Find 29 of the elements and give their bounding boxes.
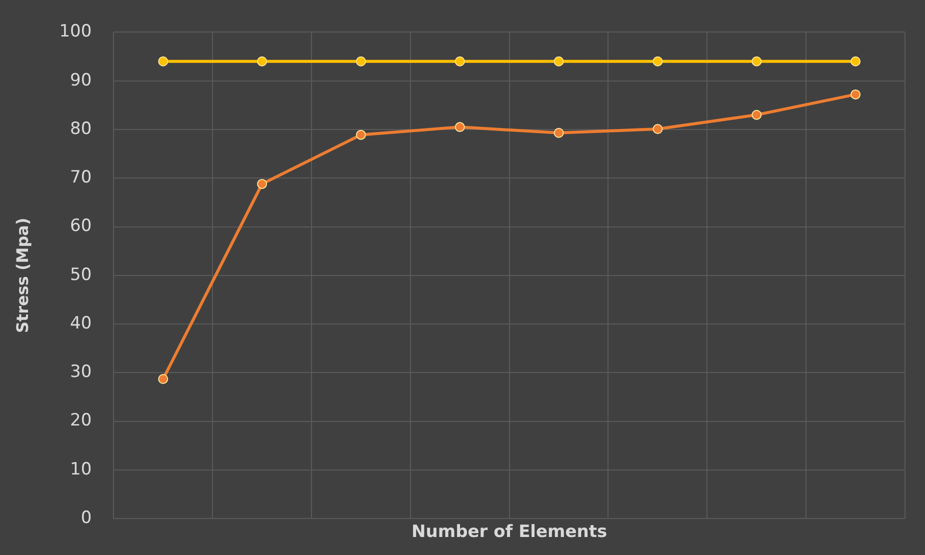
point (652, 124, 663, 134)
point (850, 56, 861, 66)
point (752, 56, 762, 66)
point (257, 56, 268, 66)
y-tick-label: 60 (70, 216, 92, 236)
y-tick-label: 80 (70, 118, 92, 139)
y-axis-title: Stress (Mpa) (12, 218, 32, 334)
point (554, 128, 564, 138)
point (158, 56, 168, 66)
y-tick-label: 70 (70, 168, 92, 188)
point (850, 89, 861, 100)
x-axis-title: Number of Elements (412, 522, 608, 542)
y-tick-label: 30 (70, 362, 92, 382)
point (158, 374, 168, 384)
y-tick-label: 100 (59, 22, 92, 42)
point (454, 56, 465, 66)
y-tick-label: 10 (70, 459, 92, 480)
point (652, 56, 663, 66)
point (356, 130, 366, 140)
point (752, 110, 762, 120)
y-tick-label: 40 (70, 313, 92, 334)
y-tick-label: 50 (70, 264, 92, 285)
point (356, 56, 366, 66)
point (554, 56, 564, 66)
y-tick-label: 0 (80, 508, 92, 528)
y-tick-label: 90 (70, 70, 92, 90)
y-tick-label: 20 (70, 410, 92, 431)
point (257, 178, 268, 189)
point (454, 122, 465, 132)
